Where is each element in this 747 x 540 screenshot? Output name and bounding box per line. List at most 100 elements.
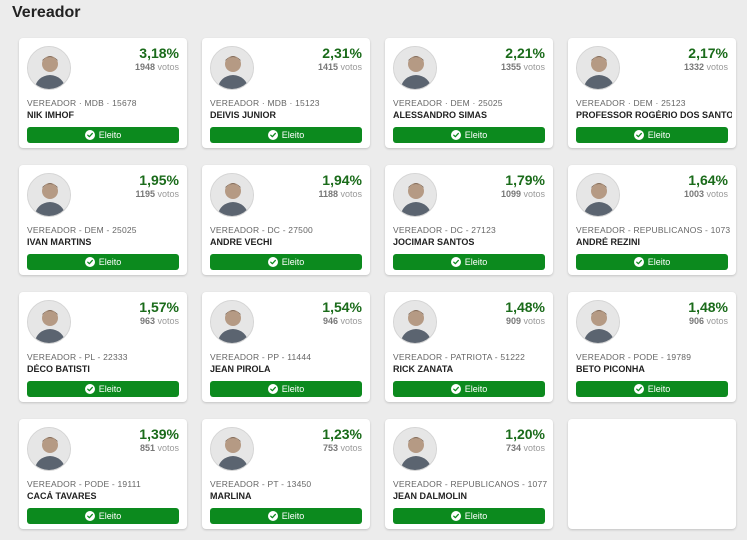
- candidate-card[interactable]: 1,23% 753 votos VEREADOR - PT - 13450 MA…: [202, 419, 370, 529]
- empty-card: [568, 419, 736, 529]
- elected-label: Eleito: [281, 384, 305, 394]
- candidate-card[interactable]: 1,54% 946 votos VEREADOR - PP - 11444 JE…: [202, 292, 370, 402]
- candidate-card[interactable]: 1,57% 963 votos VEREADOR - PL - 22333 DÉ…: [19, 292, 187, 402]
- candidate-card[interactable]: 2,31% 1415 votos VEREADOR · MDB · 15123 …: [202, 38, 370, 148]
- vote-percentage: 2,17%: [688, 45, 728, 61]
- candidate-party-info: VEREADOR - REPUBLICANOS - 10739: [576, 225, 730, 235]
- vote-count: 734 votos: [506, 443, 545, 453]
- vote-count-number: 1195: [135, 189, 155, 199]
- candidate-photo: [210, 427, 254, 471]
- elected-badge: Eleito: [27, 508, 179, 524]
- vote-percentage: 1,20%: [505, 426, 545, 442]
- candidate-party-info: VEREADOR - PT - 13450: [210, 479, 312, 489]
- check-circle-icon: [633, 257, 644, 267]
- candidate-card[interactable]: 3,18% 1948 votos VEREADOR · MDB · 15678 …: [19, 38, 187, 148]
- vote-count-number: 946: [322, 316, 338, 326]
- candidate-card[interactable]: 2,21% 1355 votos VEREADOR · DEM · 25025 …: [385, 38, 553, 148]
- candidate-card[interactable]: 2,17% 1332 votos VEREADOR · DEM · 25123 …: [568, 38, 736, 148]
- candidate-card[interactable]: 1,79% 1099 votos VEREADOR - DC - 27123 J…: [385, 165, 553, 275]
- candidate-card[interactable]: 1,95% 1195 votos VEREADOR - DEM - 25025 …: [19, 165, 187, 275]
- candidate-photo: [393, 427, 437, 471]
- votes-suffix: votos: [157, 443, 179, 453]
- candidate-party-info: VEREADOR - DEM - 25025: [27, 225, 137, 235]
- elected-label: Eleito: [464, 257, 488, 267]
- candidate-name: NIK IMHOF: [27, 110, 74, 120]
- candidate-photo: [210, 173, 254, 217]
- check-circle-icon: [450, 130, 461, 140]
- vote-count: 851 votos: [140, 443, 179, 453]
- check-circle-icon: [84, 384, 95, 394]
- votes-suffix: votos: [706, 316, 728, 326]
- elected-badge: Eleito: [210, 127, 362, 143]
- candidate-card[interactable]: 1,39% 851 votos VEREADOR - PODE - 19111 …: [19, 419, 187, 529]
- elected-badge: Eleito: [27, 254, 179, 270]
- votes-suffix: votos: [523, 316, 545, 326]
- candidate-photo: [393, 46, 437, 90]
- vote-percentage: 2,31%: [322, 45, 362, 61]
- votes-suffix: votos: [157, 189, 179, 199]
- candidate-card[interactable]: 1,48% 906 votos VEREADOR - PODE - 19789 …: [568, 292, 736, 402]
- vote-percentage: 1,54%: [322, 299, 362, 315]
- vote-count-number: 1332: [683, 62, 704, 72]
- candidate-party-info: VEREADOR - PP - 11444: [210, 352, 312, 362]
- candidate-card[interactable]: 1,94% 1188 votos VEREADOR - DC - 27500 A…: [202, 165, 370, 275]
- candidate-party-info: VEREADOR · MDB · 15123: [210, 98, 320, 108]
- vote-count: 1948 votos: [135, 62, 179, 72]
- candidate-card[interactable]: 1,20% 734 votos VEREADOR - REPUBLICANOS …: [385, 419, 553, 529]
- candidate-card[interactable]: 1,48% 909 votos VEREADOR - PATRIOTA - 51…: [385, 292, 553, 402]
- votes-suffix: votos: [706, 62, 728, 72]
- candidate-photo: [576, 46, 620, 90]
- check-circle-icon: [450, 384, 461, 394]
- elected-badge: Eleito: [576, 254, 728, 270]
- elected-badge: Eleito: [210, 381, 362, 397]
- vote-count-number: 1099: [500, 189, 521, 199]
- votes-suffix: votos: [340, 62, 362, 72]
- candidate-photo: [27, 173, 71, 217]
- candidate-photo: [210, 46, 254, 90]
- elected-badge: Eleito: [576, 127, 728, 143]
- candidate-name: MARLINA: [210, 491, 252, 501]
- candidate-party-info: VEREADOR - REPUBLICANOS - 10777: [393, 479, 547, 489]
- elected-label: Eleito: [98, 511, 122, 521]
- vote-percentage: 1,57%: [139, 299, 179, 315]
- vote-count: 1188 votos: [318, 189, 362, 199]
- page-title: Vereador: [12, 4, 81, 21]
- candidate-name: ALESSANDRO SIMAS: [393, 110, 488, 120]
- vote-count-number: 1003: [683, 189, 704, 199]
- candidate-photo: [210, 300, 254, 344]
- elected-badge: Eleito: [210, 508, 362, 524]
- vote-count-number: 753: [322, 443, 338, 453]
- candidate-name: IVAN MARTINS: [27, 237, 92, 247]
- candidate-card[interactable]: 1,64% 1003 votos VEREADOR - REPUBLICANOS…: [568, 165, 736, 275]
- vote-count: 946 votos: [323, 316, 362, 326]
- vote-count: 1099 votos: [501, 189, 545, 199]
- vote-percentage: 2,21%: [505, 45, 545, 61]
- check-circle-icon: [633, 130, 644, 140]
- check-circle-icon: [267, 511, 278, 521]
- elected-label: Eleito: [464, 511, 488, 521]
- vote-count: 963 votos: [140, 316, 179, 326]
- candidate-name: DEIVIS JUNIOR: [210, 110, 277, 120]
- candidate-party-info: VEREADOR - PODE - 19111: [27, 479, 141, 489]
- candidates-grid: 3,18% 1948 votos VEREADOR · MDB · 15678 …: [19, 38, 736, 529]
- candidate-name: PROFESSOR ROGÉRIO DOS SANTOS: [576, 110, 732, 120]
- candidate-photo: [393, 173, 437, 217]
- candidate-photo: [576, 173, 620, 217]
- vote-count: 1355 votos: [501, 62, 545, 72]
- candidate-party-info: VEREADOR · MDB · 15678: [27, 98, 137, 108]
- elected-label: Eleito: [98, 384, 122, 394]
- votes-suffix: votos: [157, 316, 179, 326]
- elected-label: Eleito: [647, 384, 671, 394]
- elected-badge: Eleito: [393, 254, 545, 270]
- vote-percentage: 1,79%: [505, 172, 545, 188]
- vote-count-number: 734: [505, 443, 521, 453]
- candidate-name: JEAN PIROLA: [210, 364, 271, 374]
- vote-percentage: 1,64%: [688, 172, 728, 188]
- candidate-photo: [27, 300, 71, 344]
- candidate-party-info: VEREADOR - DC - 27500: [210, 225, 313, 235]
- candidate-photo: [576, 300, 620, 344]
- elected-label: Eleito: [98, 257, 122, 267]
- check-circle-icon: [84, 257, 95, 267]
- vote-count: 906 votos: [689, 316, 728, 326]
- vote-percentage: 1,23%: [322, 426, 362, 442]
